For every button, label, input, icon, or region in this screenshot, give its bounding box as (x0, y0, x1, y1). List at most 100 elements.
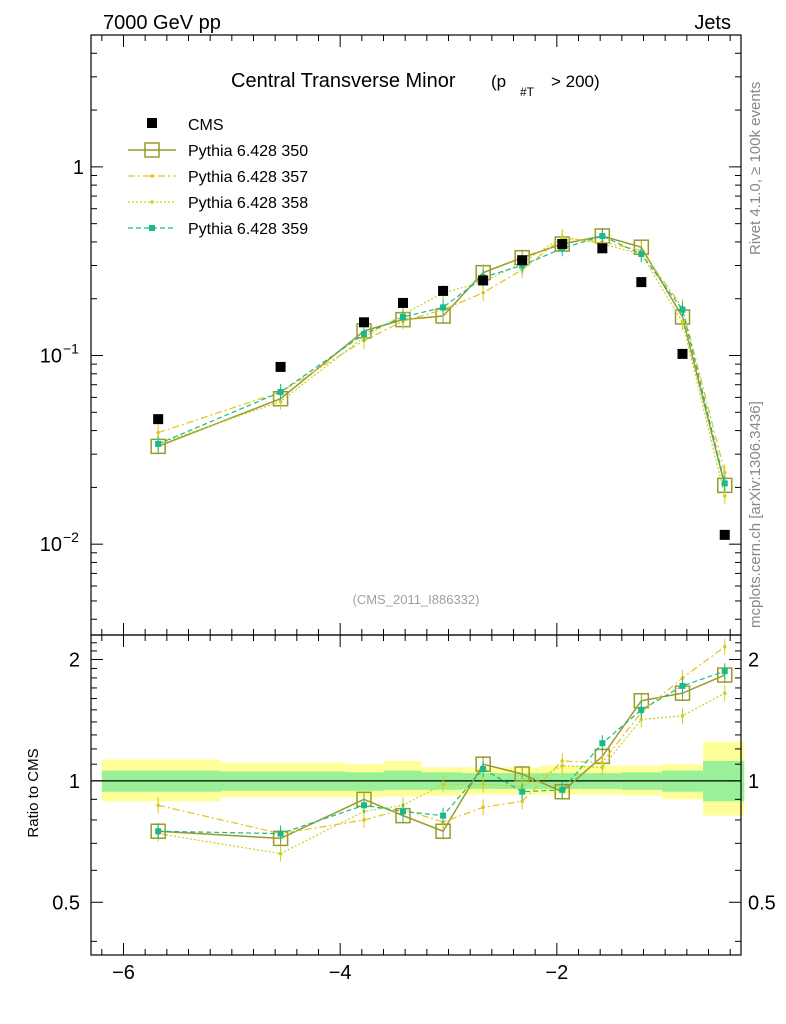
legend-p357-label: Pythia 6.428 357 (188, 169, 308, 186)
ratio-series-pythia-6-428-357 (156, 638, 727, 842)
ratio-frame (90, 634, 742, 956)
data-point (519, 262, 526, 269)
data-point (278, 399, 283, 404)
data-point (600, 765, 605, 770)
data-point (440, 304, 447, 311)
legend-cms-label: CMS (188, 117, 224, 134)
main-line-pythia-6-428-350 (157, 235, 726, 486)
data-point (599, 740, 606, 747)
data-point (679, 682, 686, 689)
rivet-label: Rivet 4.1.0, ≥ 100k events (747, 82, 764, 255)
data-point (400, 808, 406, 815)
ratio-y-tick-label-right: 2 (748, 649, 759, 671)
ratio-y-tick-label: 2 (69, 649, 80, 671)
cms-data-point (636, 277, 647, 288)
legend: CMS Pythia 6.428 350 Pythia 6.428 357 Py… (128, 117, 308, 238)
data-point (722, 494, 727, 498)
x-tick-labels: −6 −4 −2 (112, 962, 568, 984)
data-point (156, 803, 160, 808)
ratio-bands (101, 741, 745, 816)
ratio-band-inner (345, 772, 384, 791)
data-point (722, 470, 727, 475)
plot-title-text: Central Transverse Minor (231, 70, 456, 92)
cms-data-point (438, 285, 449, 296)
data-point (560, 235, 565, 239)
cms-data-point (153, 414, 164, 425)
x-tick-label: −6 (112, 962, 135, 984)
ratio-y-tick-label: 1 (69, 771, 80, 793)
cms-data-point (719, 529, 730, 540)
data-point (559, 786, 566, 793)
legend-p358-marker (150, 200, 154, 204)
mcplots-label: mcplots.cern.ch [arXiv:1306.3436] (747, 401, 764, 628)
data-point (721, 480, 728, 487)
x-tick-label: −4 (329, 962, 352, 984)
ratio-axis-label: Ratio to CMS (25, 748, 42, 837)
data-point (441, 782, 445, 787)
ratio-line-pythia-6-428-358 (158, 692, 726, 855)
ratio-y-tick-label-right: 0.5 (748, 892, 776, 914)
x-tick-label: −2 (545, 962, 568, 984)
main-series-pythia-6-428-358 (156, 228, 727, 505)
legend-p359-label: Pythia 6.428 359 (188, 221, 308, 238)
cms-data-point (557, 239, 568, 250)
ratio-series-pythia-6-428-359 (155, 663, 728, 842)
data-point (599, 233, 606, 240)
data-point (560, 763, 565, 768)
cms-data-point (398, 297, 408, 308)
data-point (680, 713, 685, 718)
tick-marks (91, 34, 741, 955)
plot-title-cut: > 200) (551, 72, 600, 91)
analysis-tag: (CMS_2011_I886332) (353, 592, 480, 607)
y-tick-exponent: −2 (63, 529, 79, 545)
plot-title-suffix: (p (491, 72, 506, 91)
legend-p359-marker (149, 225, 155, 231)
data-point (277, 830, 284, 837)
y-tick-label: 1 (73, 157, 84, 179)
plot-title: Central Transverse Minor (p #T > 200) (231, 70, 600, 99)
data-point (721, 668, 728, 675)
data-point (440, 812, 447, 819)
legend-p358-label: Pythia 6.428 358 (188, 195, 308, 212)
legend-cms-marker (147, 118, 157, 128)
data-point (278, 851, 283, 856)
data-point (520, 799, 524, 804)
data-point (519, 788, 526, 795)
data-point (277, 389, 284, 396)
data-point (155, 828, 162, 835)
data-point (638, 706, 645, 713)
data-point (722, 645, 727, 649)
data-point (481, 782, 485, 787)
data-point (362, 818, 366, 822)
data-point (480, 766, 487, 773)
main-line-pythia-6-428-358 (157, 236, 726, 497)
process-label: Jets (694, 12, 731, 34)
data-point (361, 802, 367, 809)
legend-p357-marker (150, 174, 154, 178)
main-series-pythia-6-428-359 (155, 228, 728, 492)
ratio-line-pythia-6-428-357 (158, 646, 726, 835)
main-line-pythia-6-428-357 (157, 237, 726, 473)
data-point (639, 717, 644, 722)
main-panel-data (150, 228, 733, 540)
cms-data-point (275, 361, 286, 372)
plot-title-sub: #T (520, 85, 535, 99)
data-point (638, 251, 645, 258)
cms-data-point (677, 348, 688, 359)
main-series-pythia-6-428-357 (156, 229, 727, 481)
main-y-tick-labels: 110−110−2 (40, 157, 84, 556)
cms-data-point (359, 317, 369, 328)
data-point (680, 320, 685, 325)
legend-p350-label: Pythia 6.428 350 (188, 143, 308, 160)
ratio-band-inner (383, 770, 422, 790)
data-point (155, 440, 162, 447)
ratio-series-pythia-6-428-350 (150, 667, 733, 847)
y-tick-label: 10 (40, 346, 62, 368)
main-line-pythia-6-428-359 (157, 235, 726, 484)
ratio-panel-data (150, 638, 733, 862)
data-point (156, 430, 160, 435)
cms-data-point (517, 255, 528, 266)
main-series-pythia-6-428-350 (150, 228, 733, 494)
data-point (361, 331, 367, 338)
